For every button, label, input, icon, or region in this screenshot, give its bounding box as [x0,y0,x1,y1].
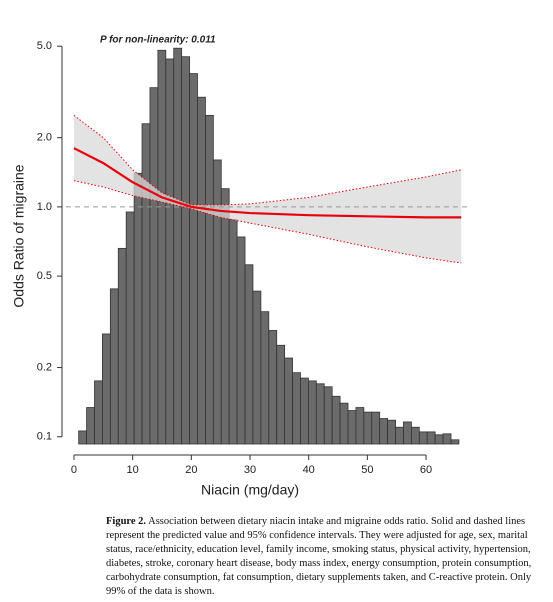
ci-band [73,115,462,263]
histogram-bar [347,410,357,445]
histogram-bar [157,49,167,445]
y-axis-label: Odds Ratio of migraine [11,164,27,307]
x-tick-label: 30 [244,464,256,476]
x-axis-label: Niacin (mg/day) [201,482,299,498]
histogram-bar [403,421,412,445]
histogram-bar [450,439,460,445]
fitted-line [73,147,462,219]
histogram-bar [292,372,301,445]
histogram-bar [260,311,270,445]
x-tick-label: 60 [420,464,432,476]
y-tick-label: 5.0 [37,40,52,52]
histogram-bar [117,247,127,445]
histogram-bar [387,419,396,445]
histogram-bar [181,56,190,445]
histogram-bar [102,333,111,445]
y-tick-label: 1.0 [37,201,52,213]
histogram-bar [379,418,389,445]
histogram-bar [212,159,222,445]
histogram-bar [205,115,214,445]
histogram-bar [284,357,293,445]
chart: P for non-linearity: 0.011 Niacin (mg/da… [11,35,468,498]
x-tick-label: 0 [71,464,77,476]
histogram-bar [331,395,341,445]
histogram-bar [125,211,135,445]
histogram-bar [355,407,365,445]
histogram-bar [371,411,381,445]
x-tick-label: 40 [303,464,315,476]
x-tick-label: 10 [127,464,139,476]
histogram-bar [323,386,333,445]
histogram-bar [252,290,262,445]
histogram-bar [149,87,159,445]
histogram-bar [339,402,349,445]
y-tick-label: 0.1 [37,431,52,443]
x-tick-label: 50 [361,464,373,476]
histogram-bar [300,377,309,445]
histogram-bar [141,123,151,445]
histogram-bar [133,172,143,445]
y-tick-label: 0.2 [37,361,52,373]
histogram-bar [173,47,183,445]
histogram-bar [78,430,87,445]
histogram-bar [395,426,404,445]
x-tick-label: 20 [185,464,197,476]
histogram-bar [86,407,95,445]
histogram-bar [276,344,286,445]
histogram-bar [197,96,206,445]
histogram-bar [228,219,238,445]
histogram-bar [236,236,246,445]
histogram-bar [442,433,452,445]
histogram-bar [109,288,119,445]
histogram-bar [410,426,420,445]
caption-text: Association between dietary niacin intak… [106,516,532,597]
histogram-bar [426,431,436,445]
histogram-bar [165,58,175,445]
histogram-bar [244,264,254,445]
annotation: P for non-linearity: 0.011 [100,35,216,46]
histogram-bar [220,188,230,445]
histogram-bar [94,380,103,445]
caption: Figure 2. Association between dietary ni… [106,515,546,599]
y-tick-label: 2.0 [37,132,52,144]
histogram-bar [418,431,428,445]
histogram-bar [434,434,444,445]
histogram-bar [189,73,198,445]
histogram-bar [315,383,325,445]
histogram-bar [268,330,278,445]
histogram-bar [363,411,373,445]
y-tick-label: 0.5 [37,270,52,282]
caption-label: Figure 2. [106,516,147,527]
ci-lower [73,180,462,264]
histogram-bar [308,380,317,445]
ci-upper [73,115,462,206]
